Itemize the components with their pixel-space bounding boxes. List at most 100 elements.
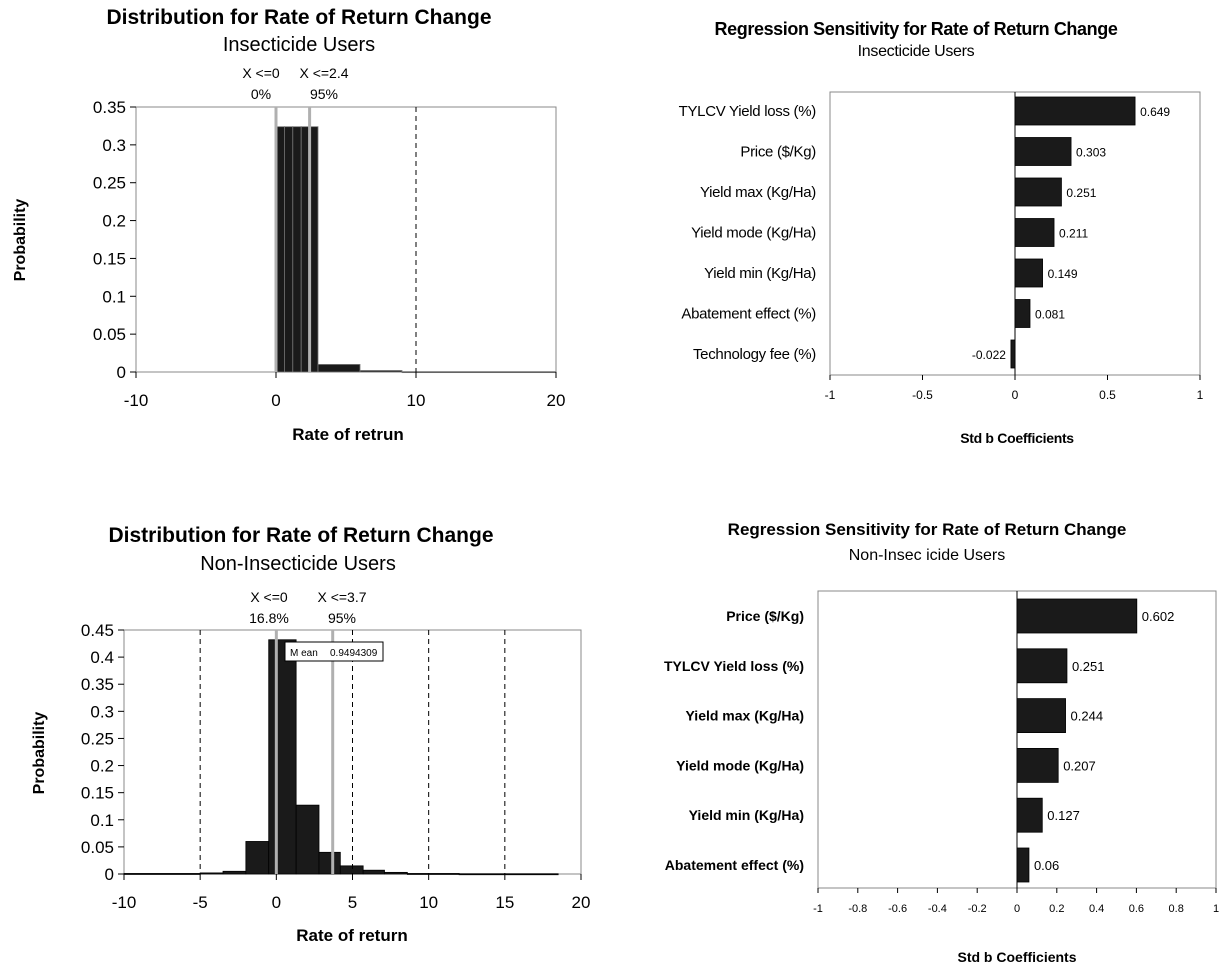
chart-1-y-tick-label-1: 0 — [117, 363, 126, 382]
chart-1-marker-2-pct: 95% — [310, 86, 338, 102]
chart-3-bar-5 — [268, 639, 297, 875]
chart-2-value-label-1: 0.649 — [1140, 105, 1170, 119]
chart-1-y-tick-label-7: 0.3 — [102, 136, 126, 155]
chart-3-x-tick-label-2: -5 — [193, 893, 208, 912]
chart-3-bar-12 — [458, 873, 559, 876]
chart-3-bar-3 — [222, 870, 247, 875]
chart-4-category-label-4: Yield mode (Kg/Ha) — [676, 757, 804, 773]
chart-2-value-label-7: -0.022 — [972, 348, 1006, 362]
chart-2-bar-4 — [1014, 218, 1055, 247]
chart-4-bar-5 — [1016, 797, 1043, 833]
chart-3-y-tick-label-10: 0.45 — [81, 621, 114, 640]
chart-4-regression-non-insecticide: Regression Sensitivity for Rate of Retur… — [664, 520, 1219, 965]
chart-1-x-tick-label-4: 20 — [547, 391, 566, 410]
chart-2-x-tick-label-2: -0.5 — [912, 388, 933, 402]
chart-3-x-tick-label-5: 10 — [419, 893, 438, 912]
chart-2-title: Regression Sensitivity for Rate of Retur… — [715, 19, 1118, 39]
chart-3-marker-1-pct: 16.8% — [249, 610, 289, 626]
chart-3-bar-4 — [245, 841, 270, 875]
chart-2-bar-1 — [1014, 96, 1136, 126]
chart-1-bar-7 — [359, 370, 403, 373]
chart-3-x-tick-label-4: 5 — [348, 893, 357, 912]
chart-3-mean-value: 0.9494309 — [330, 648, 378, 659]
chart-4-category-label-3: Yield max (Kg/Ha) — [685, 708, 804, 724]
chart-1-y-tick-label-2: 0.05 — [93, 325, 126, 344]
chart-2-x-tick-label-1: -1 — [825, 388, 836, 402]
chart-4-value-label-5: 0.127 — [1047, 808, 1080, 823]
chart-4-bar-2 — [1016, 648, 1068, 684]
chart-3-y-tick-label-5: 0.2 — [90, 757, 114, 776]
chart-4-x-tick-label-7: 0.2 — [1049, 903, 1064, 915]
chart-1-x-tick-label-3: 10 — [407, 391, 426, 410]
chart-3-bar-9 — [362, 869, 385, 875]
chart-4-subtitle: Non-Insec icide Users — [849, 547, 1006, 564]
chart-4-x-tick-label-9: 0.6 — [1129, 903, 1144, 915]
chart-2-category-label-1: TYLCV Yield loss (%) — [679, 103, 817, 120]
chart-2-category-label-3: Yield max (Kg/Ha) — [700, 184, 816, 201]
chart-1-marker-1-label: X <=0 — [242, 65, 280, 81]
chart-2-bar-3 — [1014, 177, 1062, 207]
chart-3-bar-11 — [406, 873, 460, 875]
chart-2-value-label-6: 0.081 — [1035, 308, 1065, 322]
chart-4-category-label-1: Price ($/Kg) — [726, 608, 804, 624]
chart-3-y-tick-label-7: 0.3 — [90, 702, 114, 721]
chart-3-y-tick-label-6: 0.25 — [81, 729, 114, 748]
chart-3-y-tick-label-2: 0.05 — [81, 838, 114, 857]
chart-3-bar-1 — [123, 873, 201, 875]
chart-4-x-tick-label-3: -0.6 — [888, 903, 907, 915]
chart-2-x-tick-label-3: 0 — [1012, 388, 1019, 402]
chart-2-category-label-4: Yield mode (Kg/Ha) — [691, 225, 816, 242]
chart-3-title: Distribution for Rate of Return Change — [109, 524, 494, 547]
chart-4-value-label-4: 0.207 — [1063, 758, 1096, 773]
chart-4-x-axis-label: Std b Coefficients — [957, 949, 1076, 965]
chart-1-bar-6 — [317, 364, 361, 373]
chart-2-bar-2 — [1014, 137, 1072, 166]
chart-2-x-axis-label: Std b Coefficients — [960, 430, 1074, 446]
chart-1-y-axis-label: Probability — [12, 199, 29, 282]
chart-4-category-label-5: Yield min (Kg/Ha) — [689, 807, 804, 823]
chart-4-category-label-6: Abatement effect (%) — [665, 857, 804, 873]
chart-4-category-label-2: TYLCV Yield loss (%) — [664, 658, 804, 674]
chart-4-x-tick-label-1: -1 — [813, 903, 823, 915]
chart-1-y-tick-label-8: 0.35 — [93, 98, 126, 117]
chart-3-marker-1-label: X <=0 — [250, 589, 288, 605]
chart-2-x-tick-label-4: 0.5 — [1099, 388, 1116, 402]
chart-1-y-tick-label-5: 0.2 — [102, 212, 126, 231]
chart-3-x-tick-label-3: 0 — [272, 893, 281, 912]
chart-1-plot-area — [135, 106, 557, 373]
chart-3-x-tick-label-1: -10 — [112, 893, 137, 912]
chart-1-distribution-insecticide: Distribution for Rate of Return Change I… — [12, 6, 565, 444]
chart-4-value-label-1: 0.602 — [1142, 609, 1175, 624]
chart-3-x-axis-label: Rate of return — [296, 926, 407, 945]
chart-2-value-label-4: 0.211 — [1059, 227, 1088, 241]
chart-3-marker-2-label: X <=3.7 — [317, 589, 366, 605]
chart-4-bar-3 — [1016, 698, 1066, 733]
chart-1-title: Distribution for Rate of Return Change — [107, 6, 492, 29]
chart-4-value-label-3: 0.244 — [1071, 709, 1104, 724]
chart-1-subtitle: Insecticide Users — [223, 34, 375, 56]
chart-3-y-tick-label-8: 0.35 — [81, 675, 114, 694]
chart-4-value-label-2: 0.251 — [1072, 659, 1105, 674]
chart-4-x-tick-label-4: -0.4 — [928, 903, 947, 915]
chart-3-bar-10 — [384, 871, 408, 875]
chart-4-x-tick-label-2: -0.8 — [848, 903, 867, 915]
chart-3-x-tick-label-7: 20 — [572, 893, 591, 912]
chart-2-x-tick-label-5: 1 — [1197, 388, 1204, 402]
chart-4-x-tick-label-10: 0.8 — [1169, 903, 1184, 915]
chart-1-bar-3 — [292, 126, 302, 373]
chart-1-bar-2 — [283, 126, 294, 373]
chart-3-bar-6 — [295, 804, 320, 875]
chart-1-marker-1-pct: 0% — [251, 86, 271, 102]
chart-2-subtitle: Insecticide Users — [858, 43, 975, 60]
chart-2-category-label-5: Yield min (Kg/Ha) — [704, 265, 816, 282]
chart-2-bar-7 — [1010, 339, 1016, 369]
chart-1-x-tick-label-2: 0 — [271, 391, 280, 410]
chart-4-x-tick-label-6: 0 — [1014, 903, 1020, 915]
chart-1-y-tick-label-4: 0.15 — [93, 249, 126, 268]
chart-2-category-label-2: Price ($/Kg) — [740, 144, 816, 161]
chart-1-x-tick-label-1: -10 — [124, 391, 149, 410]
chart-3-marker-2-pct: 95% — [328, 610, 356, 626]
chart-4-bar-6 — [1016, 847, 1030, 883]
chart-3-distribution-non-insecticide: Distribution for Rate of Return Change N… — [31, 524, 590, 945]
chart-3-bar-2 — [199, 872, 224, 875]
